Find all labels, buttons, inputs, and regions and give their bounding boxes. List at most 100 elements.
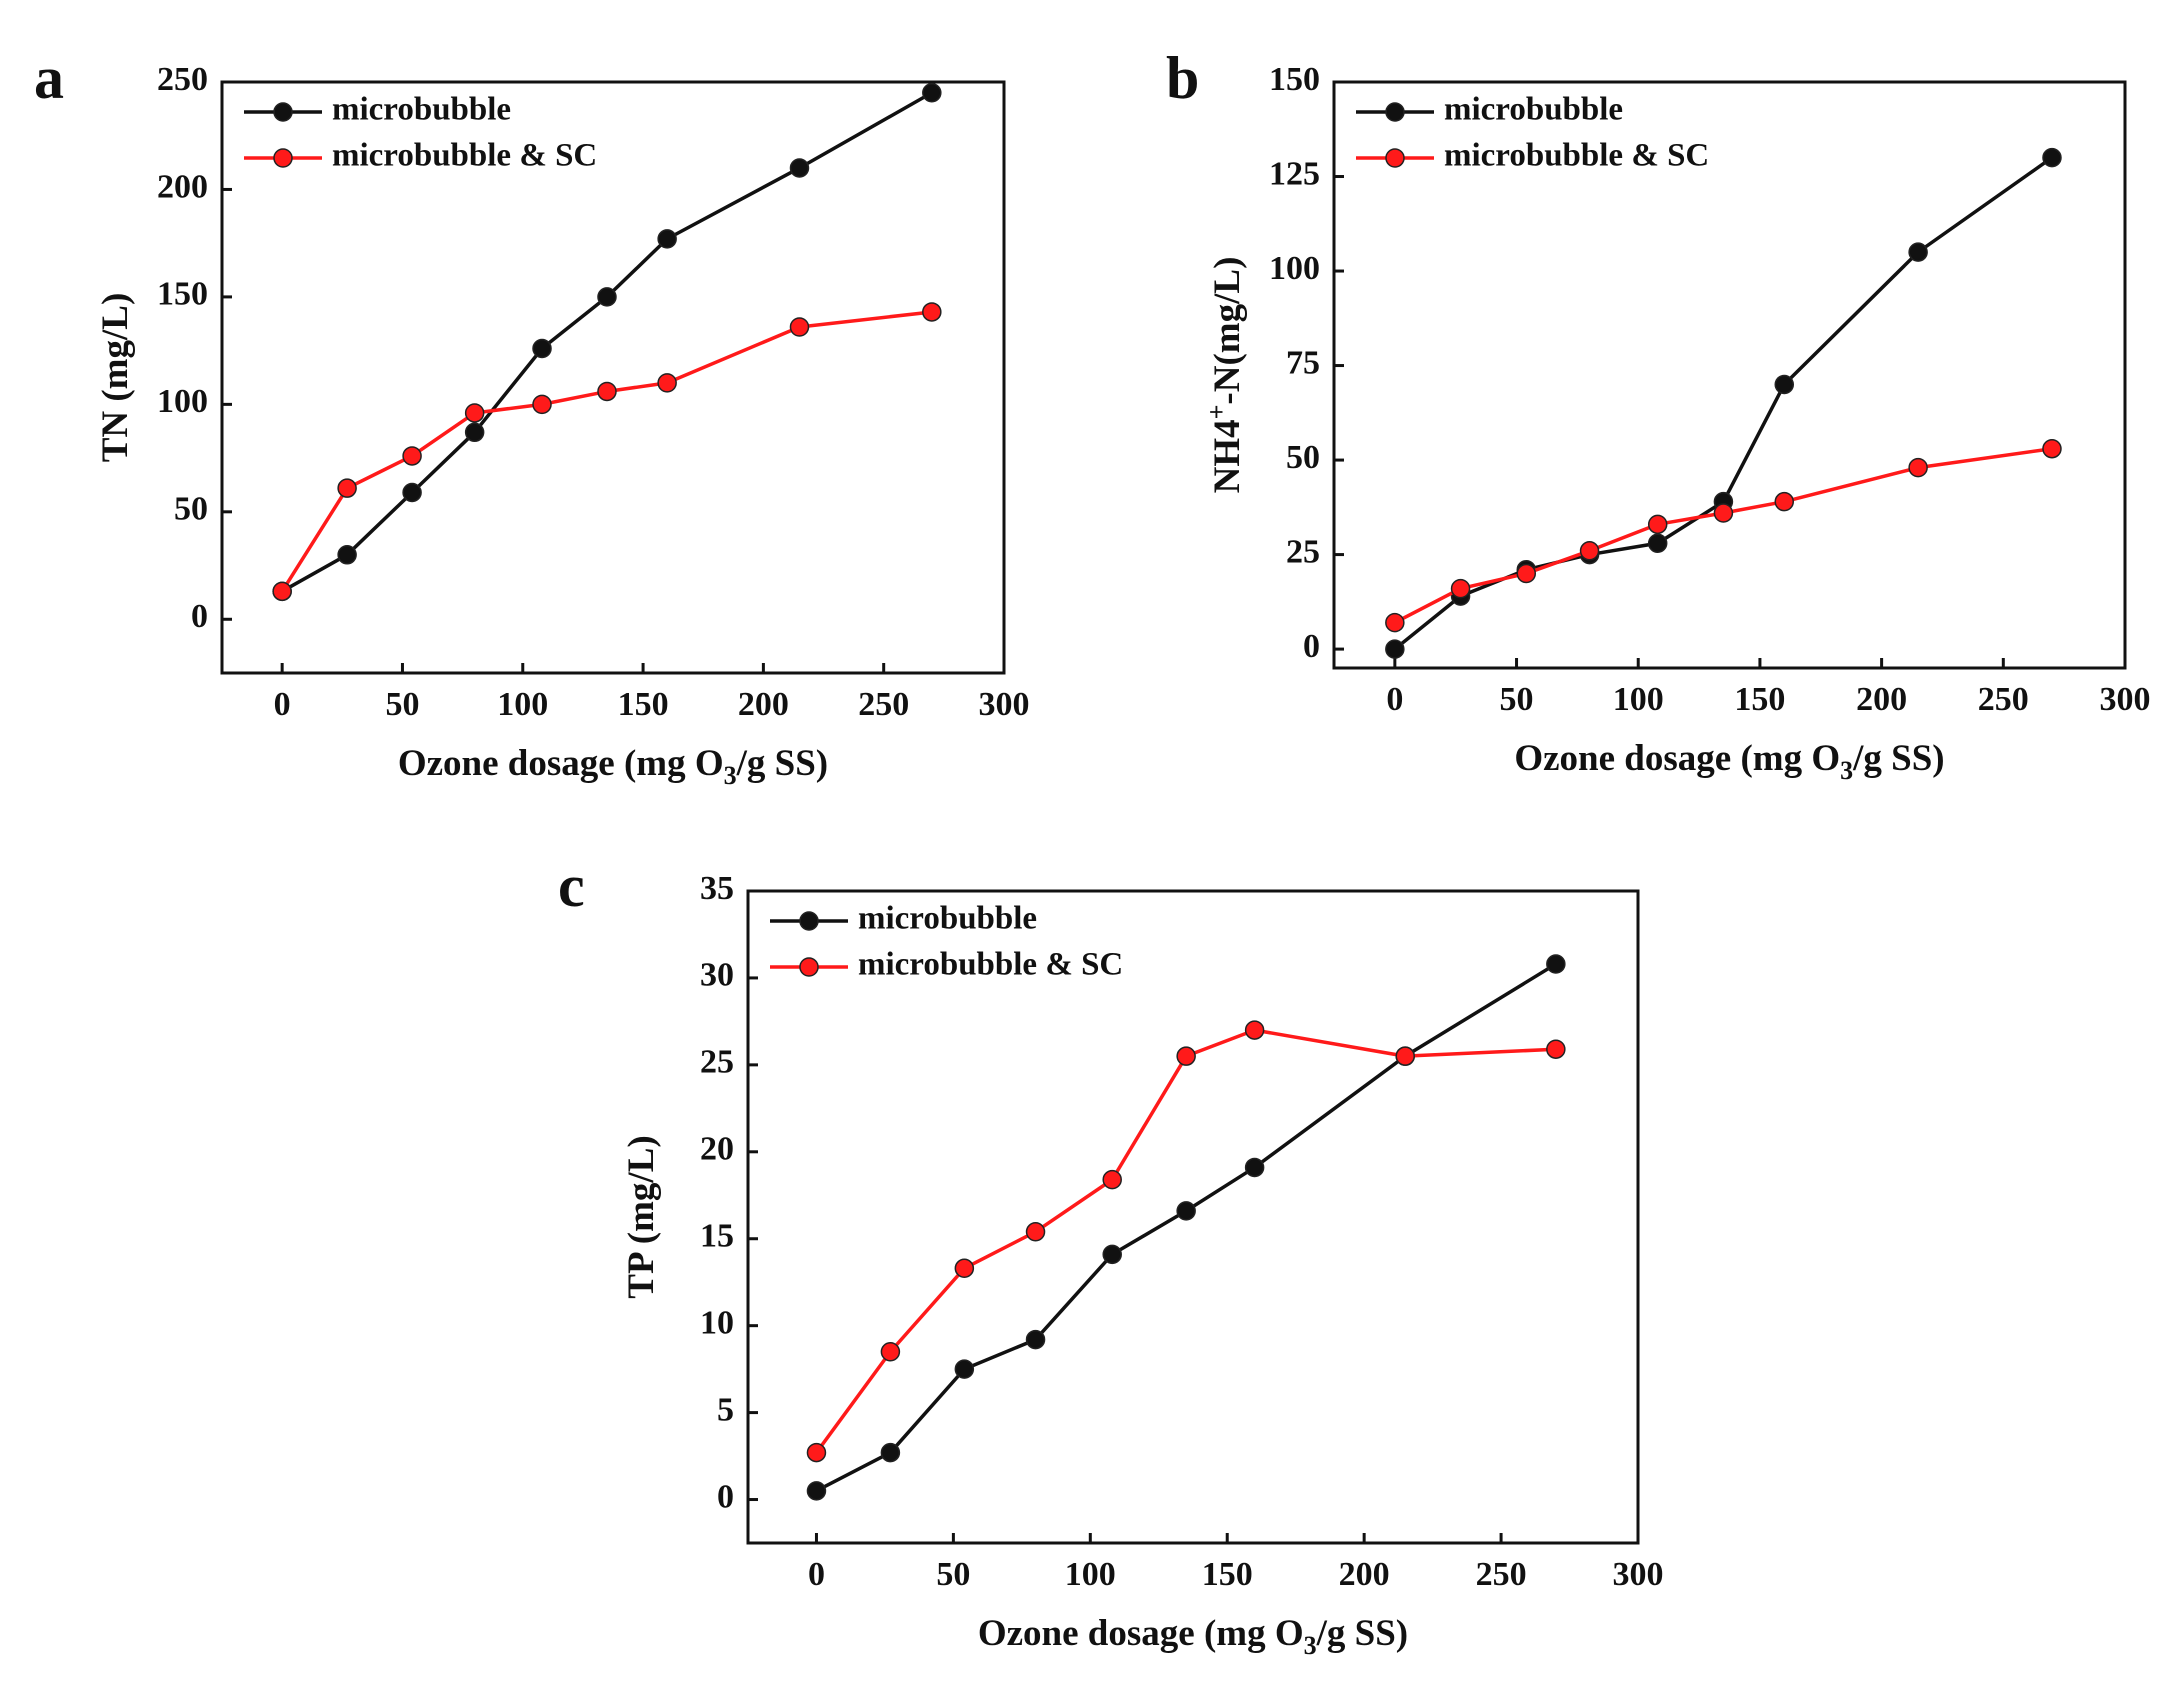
data-point bbox=[1546, 1039, 1566, 1059]
x-tick-label: 50 bbox=[385, 686, 419, 723]
series-line-1 bbox=[815, 962, 1557, 1493]
data-point bbox=[1647, 514, 1668, 535]
y-axis-title: NH4+-N(mg/L) bbox=[1202, 257, 1248, 494]
data-point bbox=[922, 302, 942, 322]
y-tick-label: 100 bbox=[157, 383, 208, 420]
legend-marker-2 bbox=[273, 148, 293, 168]
data-point bbox=[806, 1442, 827, 1463]
y-tick-label: 200 bbox=[157, 168, 208, 205]
data-point bbox=[2042, 438, 2062, 459]
y-tick-label: 0 bbox=[1303, 628, 1320, 665]
x-tick-label: 150 bbox=[1202, 1556, 1253, 1593]
data-point bbox=[464, 403, 485, 423]
x-axis-title: Ozone dosage (mg O3/g SS) bbox=[398, 743, 828, 790]
data-point bbox=[880, 1442, 901, 1463]
data-point bbox=[1176, 1046, 1196, 1066]
panel-letter: c bbox=[558, 853, 585, 919]
chart-panel-a: a 0 50 100 150 200 250 300 0 50 100 150 200 250 Ozone … bbox=[34, 45, 1030, 790]
x-tick-label: 200 bbox=[1856, 681, 1907, 718]
x-tick-label: 100 bbox=[1065, 1556, 1116, 1593]
y-tick-label: 15 bbox=[700, 1218, 734, 1255]
data-point bbox=[1774, 491, 1795, 512]
y-tick-label: 250 bbox=[157, 61, 208, 98]
x-tick-label: 150 bbox=[1734, 681, 1785, 718]
x-axis-title-main: Ozone dosage (mg O bbox=[398, 743, 724, 784]
legend-marker-1 bbox=[273, 102, 293, 122]
data-point bbox=[1774, 374, 1795, 395]
data-point bbox=[337, 478, 357, 498]
legend-marker-2 bbox=[799, 957, 819, 977]
data-point bbox=[272, 581, 292, 602]
panel-letter: a bbox=[34, 45, 64, 111]
x-tick-label: 0 bbox=[808, 1556, 825, 1593]
x-tick-label: 300 bbox=[979, 686, 1030, 723]
data-point bbox=[789, 317, 810, 337]
data-point bbox=[789, 158, 810, 178]
x-axis-title-rest: /g SS) bbox=[1852, 738, 1945, 779]
y-axis-title-main: TN (mg/L) bbox=[95, 293, 136, 463]
data-point bbox=[1647, 533, 1668, 553]
data-point bbox=[1176, 1201, 1196, 1221]
data-point bbox=[1908, 242, 1928, 262]
plot-frame bbox=[1332, 80, 2127, 670]
data-point bbox=[1450, 578, 1471, 599]
legend-label-2: microbubble & SC bbox=[1444, 138, 1709, 174]
legend-label-1: microbubble bbox=[332, 92, 511, 128]
data-point bbox=[1102, 1169, 1122, 1190]
y-tick-label: 10 bbox=[700, 1304, 734, 1341]
y-tick-label: 0 bbox=[717, 1478, 734, 1515]
data-point bbox=[1385, 639, 1405, 659]
x-tick-label: 250 bbox=[1476, 1556, 1527, 1593]
data-point bbox=[464, 422, 485, 443]
data-point bbox=[1713, 503, 1734, 523]
x-axis-title: Ozone dosage (mg O3/g SS) bbox=[978, 1613, 1408, 1660]
legend-marker-1 bbox=[1385, 102, 1405, 122]
x-axis-title-main: Ozone dosage (mg O bbox=[978, 1613, 1304, 1654]
x-axis-title-subscript: 3 bbox=[1840, 756, 1853, 785]
y-tick-label: 125 bbox=[1269, 155, 1320, 192]
chart-panel-b: b 0 50 100 150 200 250 300 0 25 50 75 100 125 150 Ozone… bbox=[1166, 45, 2151, 785]
series-line-2 bbox=[280, 310, 933, 593]
y-axis-title-rest: -N(mg/L) bbox=[1207, 257, 1248, 405]
x-tick-label: 250 bbox=[1978, 681, 2029, 718]
data-point bbox=[806, 1481, 827, 1501]
x-tick-label: 200 bbox=[1339, 1556, 1390, 1593]
y-tick-label: 0 bbox=[191, 598, 208, 635]
x-tick-label: 300 bbox=[1613, 1556, 1664, 1593]
x-axis-title-subscript: 3 bbox=[724, 761, 737, 790]
y-axis-title-superscript: + bbox=[1202, 405, 1231, 420]
x-axis-title-rest: /g SS) bbox=[736, 743, 829, 784]
data-point bbox=[402, 482, 422, 503]
series-line-2 bbox=[815, 1028, 1556, 1454]
y-tick-label: 30 bbox=[700, 957, 734, 994]
series-line-1 bbox=[1393, 156, 2053, 651]
panel-letter: b bbox=[1166, 45, 1199, 111]
data-point bbox=[657, 229, 677, 249]
x-tick-label: 150 bbox=[618, 686, 669, 723]
y-tick-label: 50 bbox=[1286, 439, 1320, 476]
x-axis-title: Ozone dosage (mg O3/g SS) bbox=[1514, 738, 1944, 785]
data-point bbox=[922, 82, 942, 103]
y-tick-label: 25 bbox=[1286, 533, 1320, 570]
legend-marker-1 bbox=[799, 911, 819, 931]
x-tick-label: 0 bbox=[274, 686, 291, 723]
y-axis-title: TN (mg/L) bbox=[95, 293, 136, 463]
y-tick-label: 150 bbox=[1269, 61, 1320, 98]
data-point bbox=[337, 545, 357, 565]
y-tick-label: 35 bbox=[700, 870, 734, 907]
data-point bbox=[1025, 1222, 1046, 1242]
y-tick-label: 25 bbox=[700, 1044, 734, 1081]
legend-label-2: microbubble & SC bbox=[858, 947, 1123, 983]
y-tick-label: 150 bbox=[157, 276, 208, 313]
x-tick-label: 250 bbox=[858, 686, 909, 723]
x-axis-title-rest: /g SS) bbox=[1316, 1613, 1409, 1654]
plot-frame bbox=[746, 889, 1640, 1545]
y-axis-title-main: NH4 bbox=[1207, 419, 1248, 493]
x-tick-label: 200 bbox=[738, 686, 789, 723]
x-axis-title-main: Ozone dosage (mg O bbox=[1514, 738, 1840, 779]
y-axis-title-main: TP (mg/L) bbox=[621, 1135, 662, 1298]
data-point bbox=[1385, 612, 1405, 633]
legend-label-2: microbubble & SC bbox=[332, 138, 597, 174]
data-point bbox=[954, 1359, 975, 1379]
